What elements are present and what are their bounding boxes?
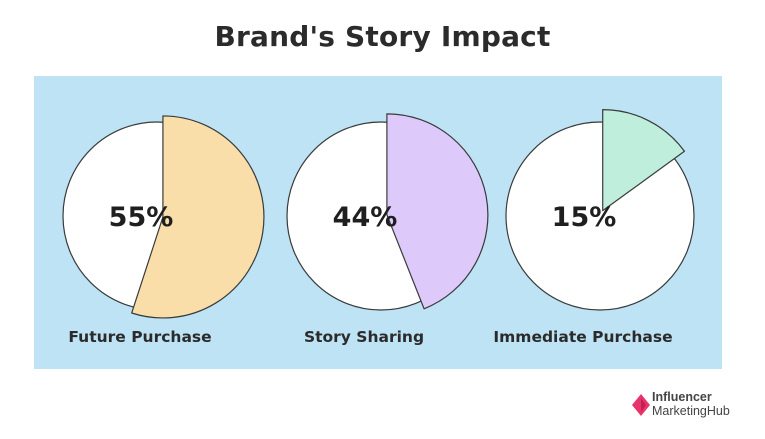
pie-value-story-sharing: 44%	[333, 202, 398, 233]
brand-text: Influencer MarketingHub	[652, 390, 730, 418]
pie-slice-immediate-purchase	[602, 109, 686, 212]
pie-immediate-purchase: 15% Immediate Purchase	[493, 109, 695, 346]
logo-icon	[632, 394, 650, 416]
pie-label-future-purchase: Future Purchase	[68, 328, 211, 346]
pie-value-future-purchase: 55%	[109, 202, 174, 233]
brand-logo: Influencer MarketingHub	[632, 388, 757, 424]
brand-line1: Influencer	[652, 390, 712, 404]
pie-label-story-sharing: Story Sharing	[304, 328, 424, 346]
pie-slice-story-sharing	[386, 113, 489, 310]
pie-label-immediate-purchase: Immediate Purchase	[493, 328, 672, 346]
pie-slice-future-purchase	[131, 115, 265, 319]
pie-value-immediate-purchase: 15%	[552, 202, 617, 233]
chart-title: Brand's Story Impact	[214, 20, 551, 53]
pie-future-purchase: 55% Future Purchase	[62, 115, 265, 346]
brand-line2: MarketingHub	[652, 404, 730, 418]
pie-story-sharing: 44% Story Sharing	[286, 113, 489, 346]
